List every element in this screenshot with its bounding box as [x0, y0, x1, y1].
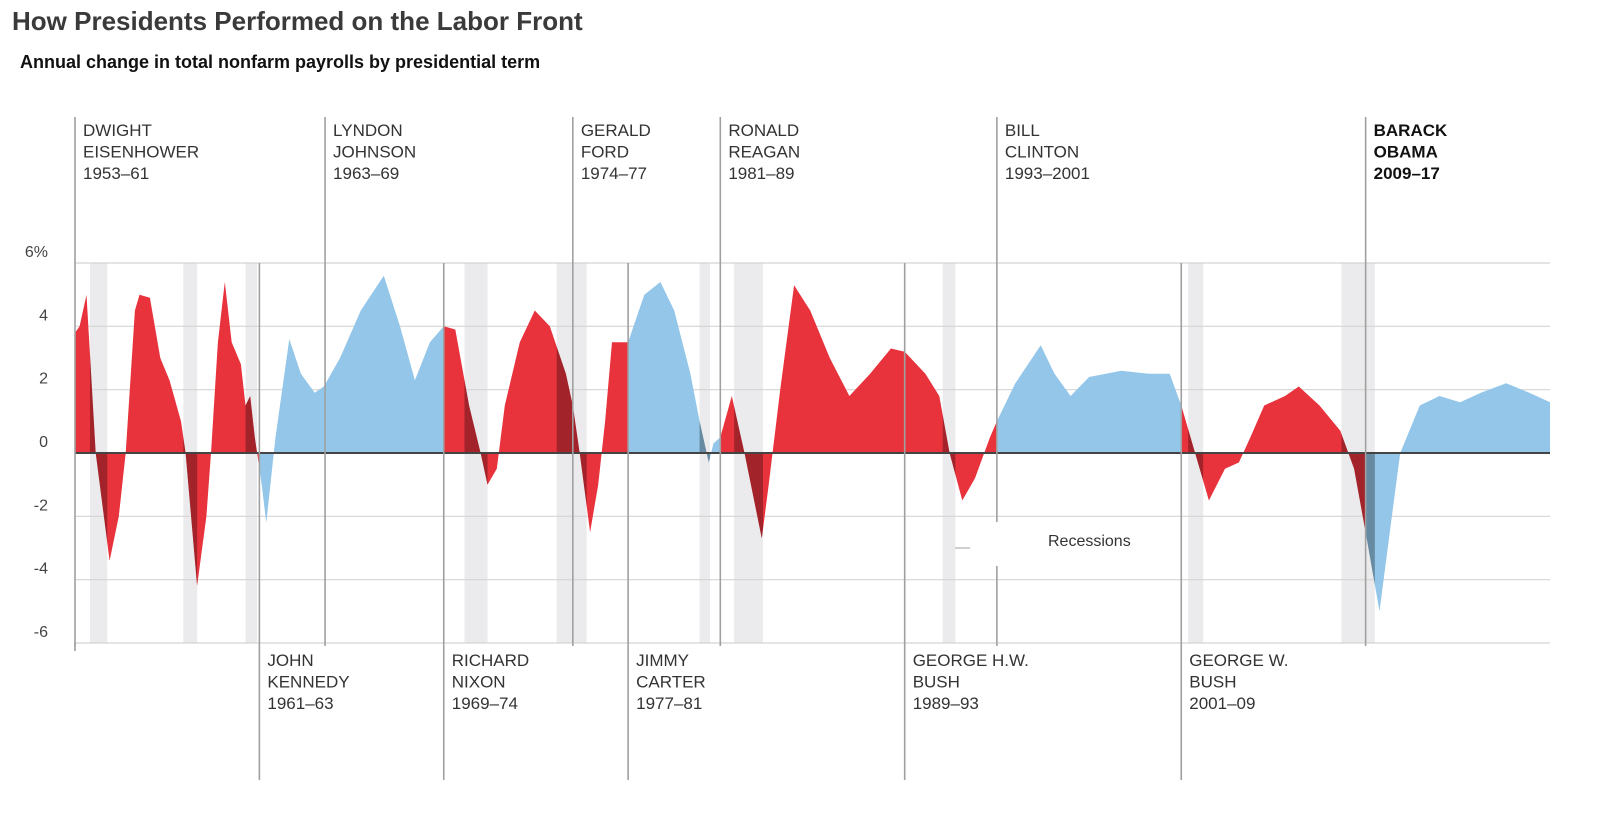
y-tick-label: 2	[39, 371, 48, 388]
term-area	[628, 282, 721, 463]
president-term: 1953–61	[83, 164, 149, 183]
president-name: REAGAN	[728, 143, 800, 162]
president-name: FORD	[581, 143, 629, 162]
term-area	[443, 310, 573, 485]
president-name: CARTER	[636, 673, 706, 692]
president-name: GEORGE W.	[1189, 651, 1288, 670]
term-area	[996, 345, 1182, 453]
term-area	[572, 342, 629, 533]
president-term: 1974–77	[581, 164, 647, 183]
term-area	[1181, 386, 1366, 533]
president-name: LYNDON	[333, 121, 403, 140]
y-tick-label: 4	[39, 307, 48, 324]
president-term: 1981–89	[728, 164, 794, 183]
president-term: 1977–81	[636, 694, 702, 713]
y-tick-label: -2	[34, 497, 48, 514]
legend-label: Recessions	[1048, 533, 1131, 550]
president-name: BUSH	[913, 673, 960, 692]
president-name: GERALD	[581, 121, 651, 140]
term-area	[325, 275, 444, 453]
president-name: RONALD	[728, 121, 799, 140]
chart-title: How Presidents Performed on the Labor Fr…	[12, 6, 583, 36]
president-name: JOHN	[267, 651, 313, 670]
president-name: KENNEDY	[267, 673, 349, 692]
y-tick-label: -6	[34, 624, 48, 641]
term-area	[75, 282, 260, 586]
president-name: OBAMA	[1374, 143, 1438, 162]
president-name: JOHNSON	[333, 143, 416, 162]
president-name: NIXON	[452, 673, 506, 692]
president-term: 1989–93	[913, 694, 979, 713]
president-name: JIMMY	[636, 651, 689, 670]
president-term: 1969–74	[452, 694, 518, 713]
president-name: BILL	[1005, 121, 1040, 140]
president-name: CLINTON	[1005, 143, 1079, 162]
president-name: BARACK	[1374, 121, 1448, 140]
president-name: DWIGHT	[83, 121, 152, 140]
president-name: GEORGE H.W.	[913, 651, 1029, 670]
president-term: 1963–69	[333, 164, 399, 183]
president-term: 1961–63	[267, 694, 333, 713]
legend-box	[960, 522, 1150, 566]
term-area	[259, 339, 326, 523]
y-tick-label: 0	[39, 434, 48, 451]
president-term: 2001–09	[1189, 694, 1255, 713]
president-term: 2009–17	[1374, 164, 1440, 183]
chart-subtitle: Annual change in total nonfarm payrolls …	[20, 52, 540, 72]
president-term: 1993–2001	[1005, 164, 1090, 183]
y-tick-label: 6%	[25, 244, 48, 261]
y-tick-label: -4	[34, 561, 48, 578]
president-name: BUSH	[1189, 673, 1236, 692]
president-name: RICHARD	[452, 651, 529, 670]
term-area	[1365, 383, 1550, 612]
term-area	[720, 285, 905, 539]
term-area	[904, 351, 997, 501]
president-name: EISENHOWER	[83, 143, 199, 162]
